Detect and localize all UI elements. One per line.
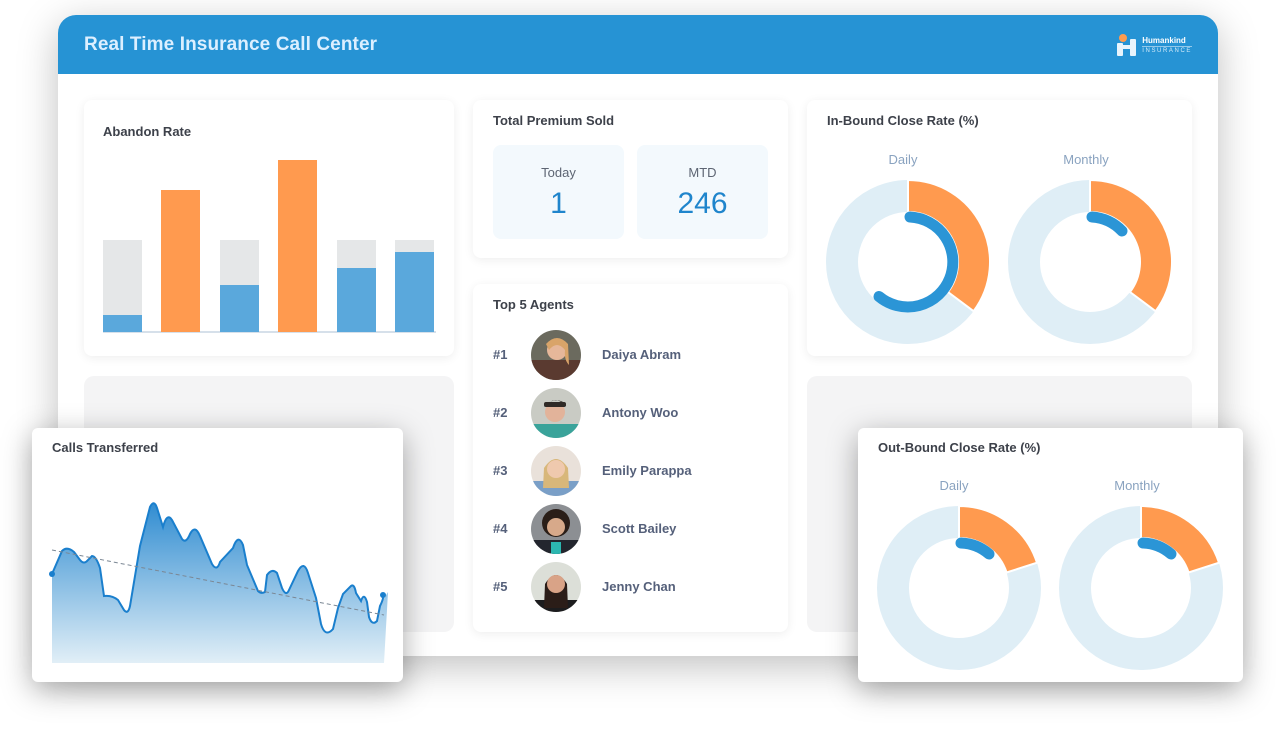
agent-row[interactable]: #3 Emily Parappa [493, 446, 773, 496]
logo-name: Humankind [1142, 36, 1192, 47]
inbound-donut-charts [826, 178, 1173, 344]
card-title: Total Premium Sold [493, 113, 615, 128]
avatar [531, 330, 581, 380]
calls-transferred-card: Calls Transferred [32, 428, 403, 682]
avatar [531, 388, 581, 438]
avatar [531, 562, 581, 612]
agent-row[interactable]: #5 Jenny Chan [493, 562, 773, 612]
inbound-close-rate-card: In-Bound Close Rate (%) Daily Monthly [807, 100, 1192, 356]
trendline [51, 549, 385, 616]
agent-rank: #5 [493, 579, 508, 594]
agent-name: Emily Parappa [602, 463, 692, 478]
agent-name: Jenny Chan [602, 579, 676, 594]
avatar [531, 504, 581, 554]
end-point [380, 592, 386, 598]
monthly-label: Monthly [1063, 152, 1109, 167]
start-point [49, 571, 55, 577]
top-agents-card: Top 5 Agents #1 Daiya Abram #2 Antony Wo… [473, 284, 788, 632]
avatar [531, 446, 581, 496]
monthly-label: Monthly [1114, 478, 1160, 493]
humankind-logo-icon [1117, 33, 1137, 56]
kpi-label: Today [541, 165, 576, 180]
total-premium-card: Total Premium Sold Today 1 MTD 246 [473, 100, 788, 258]
agent-rank: #1 [493, 347, 508, 362]
page-title: Real Time Insurance Call Center [84, 33, 378, 55]
card-title: Calls Transferred [52, 440, 159, 455]
daily-label: Daily [939, 478, 969, 493]
agent-row[interactable]: #2 Antony Woo [493, 388, 773, 438]
header-bar: Real Time Insurance Call Center Humankin… [58, 15, 1218, 74]
agent-rank: #4 [493, 521, 508, 536]
daily-label: Daily [888, 152, 918, 167]
agent-row[interactable]: #1 Daiya Abram [493, 330, 773, 380]
abandon-rate-bar-chart [103, 160, 436, 333]
card-title: In-Bound Close Rate (%) [827, 113, 979, 128]
card-title: Top 5 Agents [493, 297, 574, 312]
logo-subtitle: INSURANCE [1142, 47, 1192, 54]
agent-row[interactable]: #4 Scott Bailey [493, 504, 773, 554]
outbound-donut-charts [877, 504, 1223, 670]
outbound-close-rate-card: Out-Bound Close Rate (%) Daily Monthly [858, 428, 1243, 682]
agent-name: Scott Bailey [602, 521, 677, 536]
kpi-label: MTD [688, 165, 717, 180]
card-title: Abandon Rate [103, 124, 192, 139]
agent-name: Antony Woo [602, 405, 679, 420]
agent-rank: #2 [493, 405, 508, 420]
kpi-value: 246 [677, 187, 728, 220]
card-title: Out-Bound Close Rate (%) [878, 440, 1041, 455]
agent-name: Daiya Abram [602, 347, 681, 362]
calls-transferred-area-chart [49, 502, 388, 663]
kpi-today: Today 1 [493, 145, 624, 239]
kpi-mtd: MTD 246 [637, 145, 768, 239]
abandon-rate-card: Abandon Rate [84, 100, 454, 356]
agent-rank: #3 [493, 463, 508, 478]
brand-logo[interactable]: Humankind INSURANCE [1117, 33, 1192, 56]
kpi-value: 1 [550, 187, 567, 220]
